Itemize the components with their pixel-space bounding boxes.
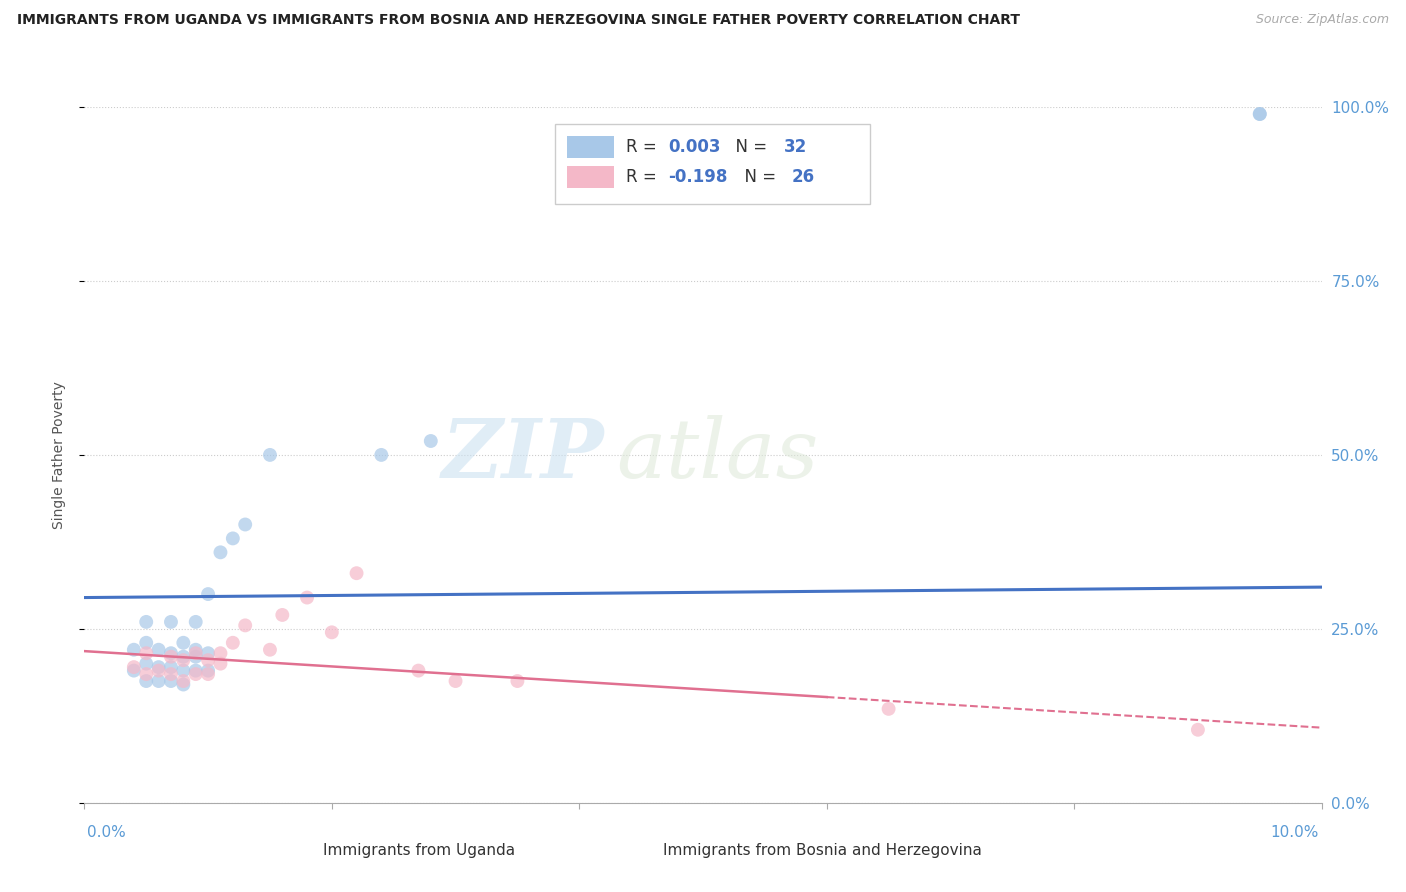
Point <box>122 664 145 678</box>
Point <box>172 653 194 667</box>
Point <box>271 607 294 622</box>
Point <box>160 667 183 681</box>
Point <box>259 642 281 657</box>
Point <box>184 646 207 660</box>
Point <box>877 702 900 716</box>
Point <box>197 667 219 681</box>
Point <box>1187 723 1209 737</box>
Text: Source: ZipAtlas.com: Source: ZipAtlas.com <box>1256 13 1389 27</box>
Point <box>135 657 157 671</box>
FancyBboxPatch shape <box>616 842 654 860</box>
Point <box>295 591 318 605</box>
Point <box>160 674 183 689</box>
Point <box>259 448 281 462</box>
Text: N =: N = <box>734 169 782 186</box>
Point <box>209 646 232 660</box>
Text: Immigrants from Bosnia and Herzegovina: Immigrants from Bosnia and Herzegovina <box>664 843 983 858</box>
FancyBboxPatch shape <box>554 124 870 204</box>
Text: Immigrants from Uganda: Immigrants from Uganda <box>323 843 515 858</box>
Point <box>135 615 157 629</box>
Point <box>184 667 207 681</box>
Point <box>135 667 157 681</box>
Point <box>506 674 529 689</box>
Point <box>172 664 194 678</box>
Y-axis label: Single Father Poverty: Single Father Poverty <box>52 381 66 529</box>
Point <box>1249 107 1271 121</box>
Text: IMMIGRANTS FROM UGANDA VS IMMIGRANTS FROM BOSNIA AND HERZEGOVINA SINGLE FATHER P: IMMIGRANTS FROM UGANDA VS IMMIGRANTS FRO… <box>17 13 1019 28</box>
Point <box>160 649 183 664</box>
FancyBboxPatch shape <box>276 842 314 860</box>
Text: 0.003: 0.003 <box>668 137 721 156</box>
Point <box>197 653 219 667</box>
Point <box>184 649 207 664</box>
Point <box>184 642 207 657</box>
Point <box>222 636 245 650</box>
Point <box>172 674 194 689</box>
Text: 32: 32 <box>783 137 807 156</box>
Point <box>197 587 219 601</box>
Text: atlas: atlas <box>616 415 818 495</box>
Point <box>135 636 157 650</box>
Point <box>172 636 194 650</box>
Point <box>148 642 170 657</box>
Point <box>233 618 256 632</box>
Point <box>233 517 256 532</box>
Point <box>160 615 183 629</box>
Text: N =: N = <box>725 137 773 156</box>
Point <box>197 646 219 660</box>
Point <box>209 545 232 559</box>
Text: 0.0%: 0.0% <box>87 825 127 840</box>
Text: ZIP: ZIP <box>441 415 605 495</box>
Point <box>172 649 194 664</box>
Point <box>122 642 145 657</box>
FancyBboxPatch shape <box>567 166 614 188</box>
Point <box>135 674 157 689</box>
Point <box>148 660 170 674</box>
Point <box>122 660 145 674</box>
Point <box>184 664 207 678</box>
Text: R =: R = <box>626 169 662 186</box>
Point <box>148 664 170 678</box>
Text: 10.0%: 10.0% <box>1271 825 1319 840</box>
Point <box>160 660 183 674</box>
Text: -0.198: -0.198 <box>668 169 728 186</box>
Point <box>197 664 219 678</box>
Point <box>444 674 467 689</box>
FancyBboxPatch shape <box>567 136 614 158</box>
Text: 26: 26 <box>792 169 815 186</box>
Point <box>135 646 157 660</box>
Point <box>160 646 183 660</box>
Point <box>370 448 392 462</box>
Point <box>419 434 441 448</box>
Point <box>184 615 207 629</box>
Point <box>346 566 368 581</box>
Point <box>408 664 430 678</box>
Point <box>1249 107 1271 121</box>
Point <box>172 677 194 691</box>
Point <box>222 532 245 546</box>
Point <box>148 674 170 689</box>
Point <box>209 657 232 671</box>
Text: R =: R = <box>626 137 662 156</box>
Point <box>321 625 343 640</box>
